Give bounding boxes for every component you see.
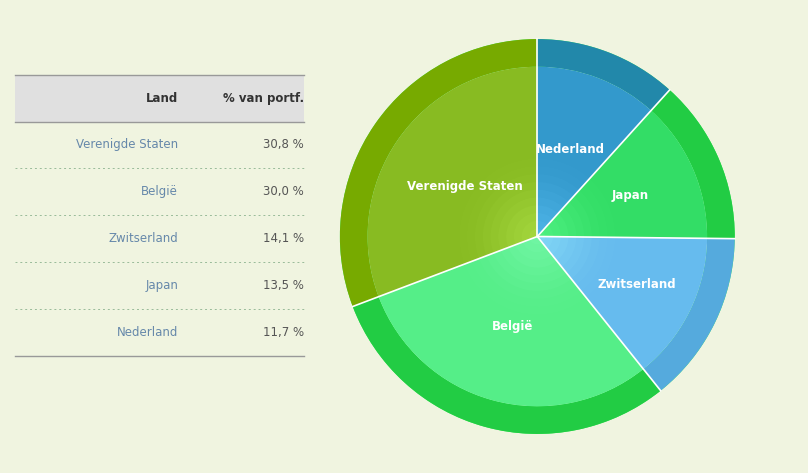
Wedge shape xyxy=(651,90,734,239)
Wedge shape xyxy=(340,39,734,434)
Wedge shape xyxy=(529,229,537,239)
Wedge shape xyxy=(537,213,553,236)
Wedge shape xyxy=(490,190,537,253)
Text: Verenigde Staten: Verenigde Staten xyxy=(406,180,523,193)
Text: Nederland: Nederland xyxy=(537,143,605,156)
Text: België: België xyxy=(141,185,178,198)
Wedge shape xyxy=(353,297,661,434)
Wedge shape xyxy=(537,190,600,237)
Wedge shape xyxy=(537,182,574,236)
Text: Zwitserland: Zwitserland xyxy=(597,278,675,291)
Text: Nederland: Nederland xyxy=(116,326,178,339)
Wedge shape xyxy=(537,208,576,237)
Wedge shape xyxy=(530,236,542,244)
Wedge shape xyxy=(494,236,566,283)
Wedge shape xyxy=(537,67,651,236)
Wedge shape xyxy=(537,190,569,236)
Text: 11,7 %: 11,7 % xyxy=(263,326,304,339)
Wedge shape xyxy=(486,236,571,291)
Wedge shape xyxy=(537,236,553,249)
Wedge shape xyxy=(379,236,643,406)
Wedge shape xyxy=(368,67,537,297)
FancyBboxPatch shape xyxy=(15,75,304,122)
Wedge shape xyxy=(516,236,552,260)
Wedge shape xyxy=(537,111,707,238)
Wedge shape xyxy=(537,202,584,237)
Wedge shape xyxy=(499,198,537,250)
Text: Japan: Japan xyxy=(612,189,649,202)
Wedge shape xyxy=(537,236,576,267)
Text: 14,1 %: 14,1 % xyxy=(263,232,304,245)
Wedge shape xyxy=(340,39,537,307)
Wedge shape xyxy=(514,213,537,245)
Text: België: België xyxy=(492,320,533,333)
Wedge shape xyxy=(537,236,707,369)
Wedge shape xyxy=(537,236,600,285)
Wedge shape xyxy=(537,236,545,243)
Text: Zwitserland: Zwitserland xyxy=(108,232,178,245)
Wedge shape xyxy=(537,196,591,237)
Text: 30,0 %: 30,0 % xyxy=(263,185,304,198)
Wedge shape xyxy=(479,236,576,299)
Wedge shape xyxy=(506,205,537,247)
Wedge shape xyxy=(483,182,537,256)
Wedge shape xyxy=(475,174,537,259)
Text: Land: Land xyxy=(145,92,178,105)
Wedge shape xyxy=(537,236,561,255)
Wedge shape xyxy=(537,236,584,273)
Wedge shape xyxy=(537,174,579,236)
Wedge shape xyxy=(508,236,557,268)
Text: Japan: Japan xyxy=(145,279,178,292)
Wedge shape xyxy=(501,236,562,275)
Text: % van portf.: % van portf. xyxy=(223,92,304,105)
Wedge shape xyxy=(537,213,569,237)
Wedge shape xyxy=(537,221,548,236)
Text: 13,5 %: 13,5 % xyxy=(263,279,304,292)
Wedge shape xyxy=(537,205,558,236)
Wedge shape xyxy=(643,238,734,391)
Wedge shape xyxy=(537,219,561,237)
Wedge shape xyxy=(537,198,563,236)
Wedge shape xyxy=(537,236,591,279)
Text: Verenigde Staten: Verenigde Staten xyxy=(76,139,178,151)
Wedge shape xyxy=(522,221,537,242)
Wedge shape xyxy=(537,39,670,111)
Text: 30,8 %: 30,8 % xyxy=(263,139,304,151)
Wedge shape xyxy=(537,225,553,236)
Wedge shape xyxy=(537,236,569,261)
Wedge shape xyxy=(537,231,545,236)
Wedge shape xyxy=(523,236,547,252)
Wedge shape xyxy=(537,229,542,236)
